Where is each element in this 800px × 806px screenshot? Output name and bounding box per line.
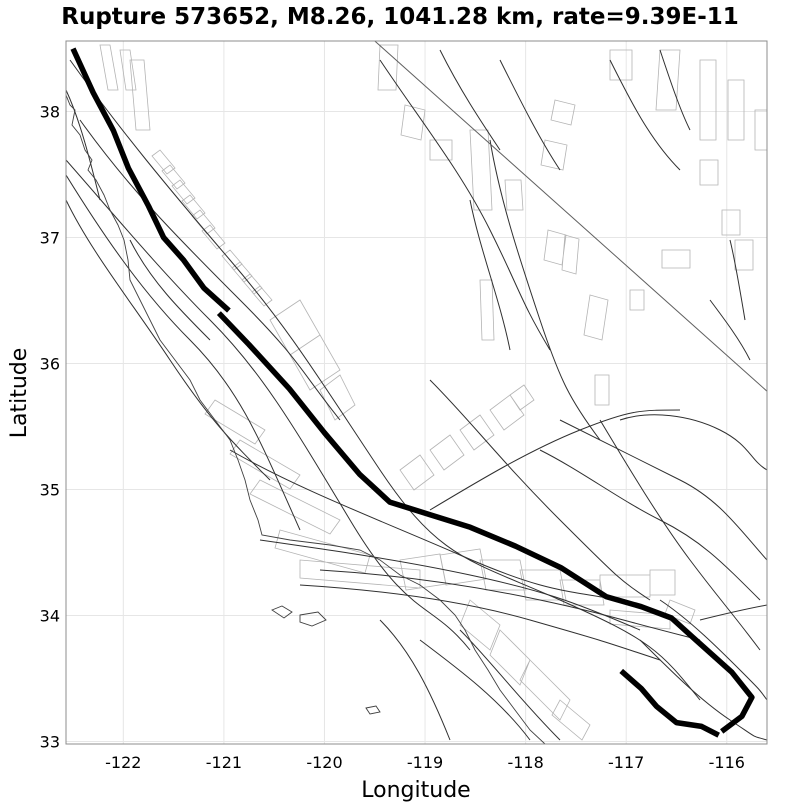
state-boundary-line xyxy=(374,41,767,392)
y-tick-label: 34 xyxy=(40,606,60,625)
x-tick-label: -120 xyxy=(306,753,342,772)
grid-lines xyxy=(66,41,767,744)
x-tick-label: -121 xyxy=(206,753,242,772)
x-tick-label: -117 xyxy=(608,753,644,772)
fault-traces xyxy=(66,49,767,741)
y-tick-label: 38 xyxy=(40,103,60,122)
plot-frame xyxy=(65,40,768,745)
x-tick-label: -116 xyxy=(709,753,745,772)
x-tick-label: -119 xyxy=(407,753,443,772)
y-axis-ticks: 33 34 35 36 37 38 xyxy=(40,103,60,752)
y-tick-label: 33 xyxy=(40,732,60,751)
fault-surface-projections xyxy=(99,44,767,741)
coastline xyxy=(66,94,546,744)
x-axis-ticks: -122 -121 -120 -119 -118 -117 -116 xyxy=(105,753,745,772)
rupture-segment-north xyxy=(70,47,231,313)
y-axis-label: Latitude xyxy=(7,348,32,439)
y-tick-label: 36 xyxy=(40,355,60,374)
rupture-segment-central xyxy=(216,311,755,734)
fault-map-layer xyxy=(66,44,767,744)
rupture-traces xyxy=(70,47,755,738)
chart-title: Rupture 573652, M8.26, 1041.28 km, rate=… xyxy=(61,4,739,30)
y-tick-label: 35 xyxy=(40,481,60,500)
x-tick-label: -118 xyxy=(507,753,543,772)
y-tick-label: 37 xyxy=(40,229,60,248)
x-axis-label: Longitude xyxy=(361,778,470,803)
rupture-segment-south xyxy=(619,668,720,738)
boundary-lines xyxy=(374,41,767,392)
x-tick-label: -122 xyxy=(105,753,141,772)
